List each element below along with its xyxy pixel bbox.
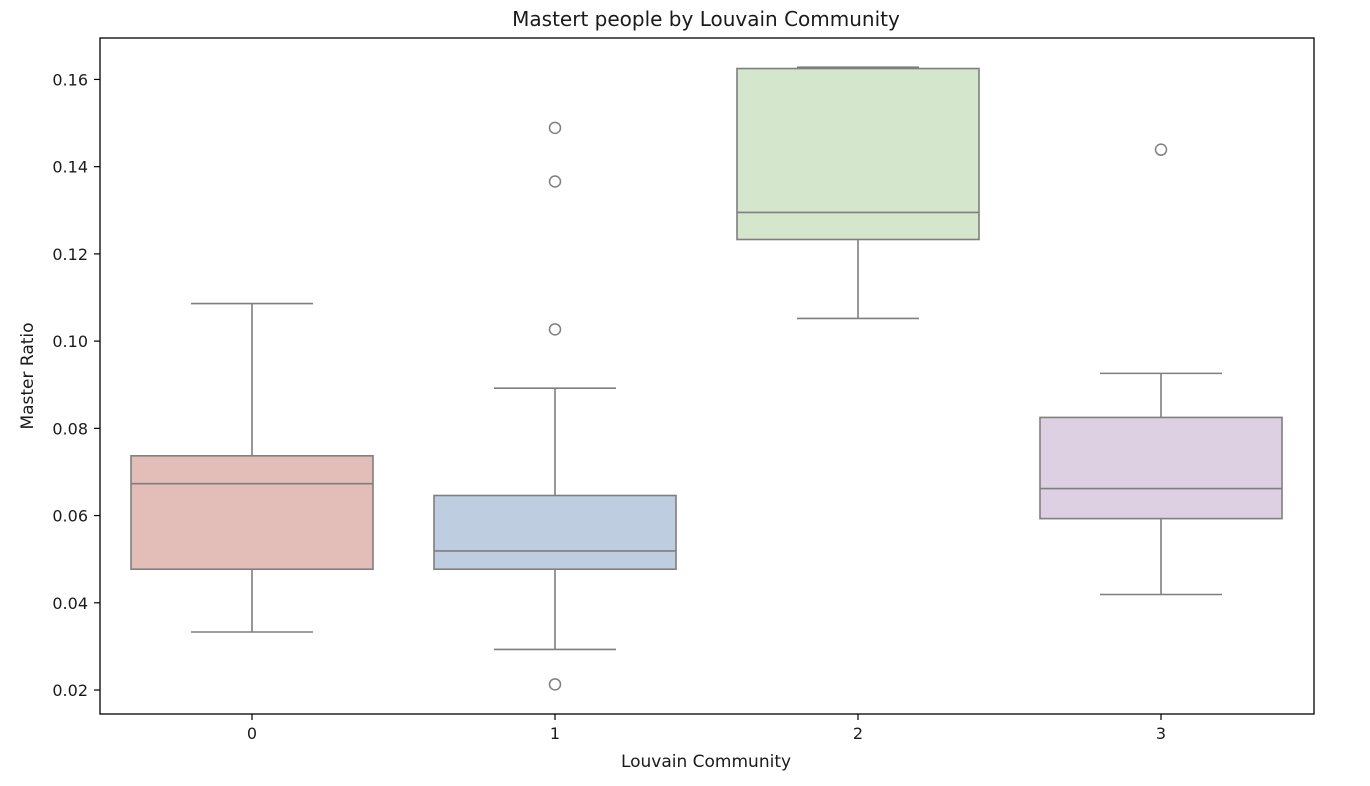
x-axis-label: Louvain Community bbox=[621, 752, 791, 772]
plot-area: 0.02 0.04 0.06 0.08 0.10 0.12 0.14 0.16 0 1 2 3 bbox=[52, 37, 1315, 743]
box-1-outlier-point bbox=[548, 121, 562, 135]
chart-title: Mastert people by Louvain Community bbox=[512, 7, 900, 31]
y-tick-label: 0.02 bbox=[52, 681, 88, 700]
box-0-iqr-box bbox=[130, 455, 374, 571]
x-tick-label: 0 bbox=[247, 724, 257, 743]
box-2-iqr-box bbox=[736, 67, 980, 241]
y-tick-label: 0.14 bbox=[52, 158, 88, 177]
y-tick-label: 0.08 bbox=[52, 419, 88, 438]
box-1-outlier-point bbox=[548, 678, 562, 691]
x-tick-label: 2 bbox=[853, 724, 863, 743]
box-1-iqr-box bbox=[433, 494, 677, 571]
box-3-outlier-point bbox=[1154, 143, 1168, 156]
box-1-outlier-point bbox=[548, 323, 562, 336]
y-tick-label: 0.10 bbox=[52, 332, 88, 351]
y-tick-label: 0.12 bbox=[52, 245, 88, 264]
x-tick-label: 3 bbox=[1156, 724, 1166, 743]
x-tick-label: 1 bbox=[550, 724, 560, 743]
plot-frame bbox=[99, 37, 1315, 715]
y-tick-label: 0.06 bbox=[52, 507, 88, 526]
box-1-outlier-point bbox=[548, 175, 562, 188]
y-tick-label: 0.04 bbox=[52, 594, 88, 613]
y-tick-label: 0.16 bbox=[52, 70, 88, 89]
y-axis-label: Master Ratio bbox=[18, 322, 38, 429]
box-3-iqr-box bbox=[1039, 416, 1283, 520]
